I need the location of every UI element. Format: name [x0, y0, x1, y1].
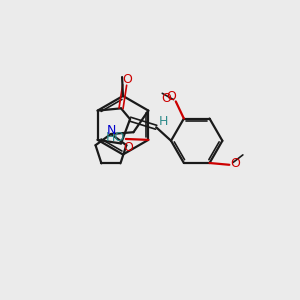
Text: O: O [122, 73, 132, 85]
Text: O: O [123, 142, 133, 154]
Text: H: H [159, 115, 169, 128]
Text: N: N [107, 124, 116, 137]
Text: O: O [230, 158, 240, 170]
Text: HO: HO [105, 131, 124, 144]
Text: O: O [166, 89, 176, 103]
Text: O: O [161, 92, 171, 105]
